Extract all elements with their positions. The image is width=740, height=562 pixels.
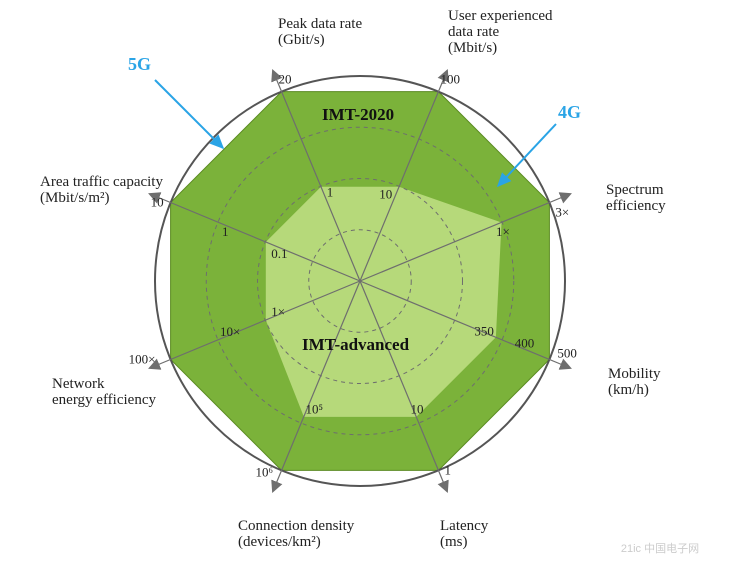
tick-conn_density: 10⁵ <box>306 401 324 416</box>
tick-mobility: 350 <box>474 323 494 338</box>
series-label-imt-2020: IMT-2020 <box>322 105 394 124</box>
tick-peak_data_rate: 1 <box>327 184 334 199</box>
tick-conn_density: 10⁶ <box>256 464 274 479</box>
tick-net_energy_eff: 1× <box>271 304 285 319</box>
tick-area_traffic: 10 <box>151 195 164 210</box>
tick-area_traffic: 0.1 <box>271 246 287 261</box>
tick-latency: 10 <box>410 401 423 416</box>
callout-label-5g: 5G <box>128 54 151 74</box>
tick-spectrum_eff: 3× <box>555 205 569 220</box>
tick-mobility: 400 <box>515 335 535 350</box>
series-label-imt-advanced: IMT-advanced <box>302 335 410 354</box>
axis-label-spectrum_eff: Spectrumefficiency <box>606 182 666 214</box>
tick-net_energy_eff: 100× <box>129 351 156 366</box>
tick-area_traffic: 1 <box>222 224 229 239</box>
tick-user_data_rate: 10 <box>379 186 392 201</box>
tick-mobility: 500 <box>557 345 577 360</box>
tick-user_data_rate: 100 <box>440 72 460 87</box>
tick-peak_data_rate: 20 <box>279 72 292 87</box>
tick-spectrum_eff: 1× <box>496 224 510 239</box>
callout-label-4g: 4G <box>558 102 581 122</box>
tick-net_energy_eff: 10× <box>220 324 240 339</box>
watermark: 21ic 中国电子网 <box>621 542 699 555</box>
tick-latency: 1 <box>444 462 451 477</box>
